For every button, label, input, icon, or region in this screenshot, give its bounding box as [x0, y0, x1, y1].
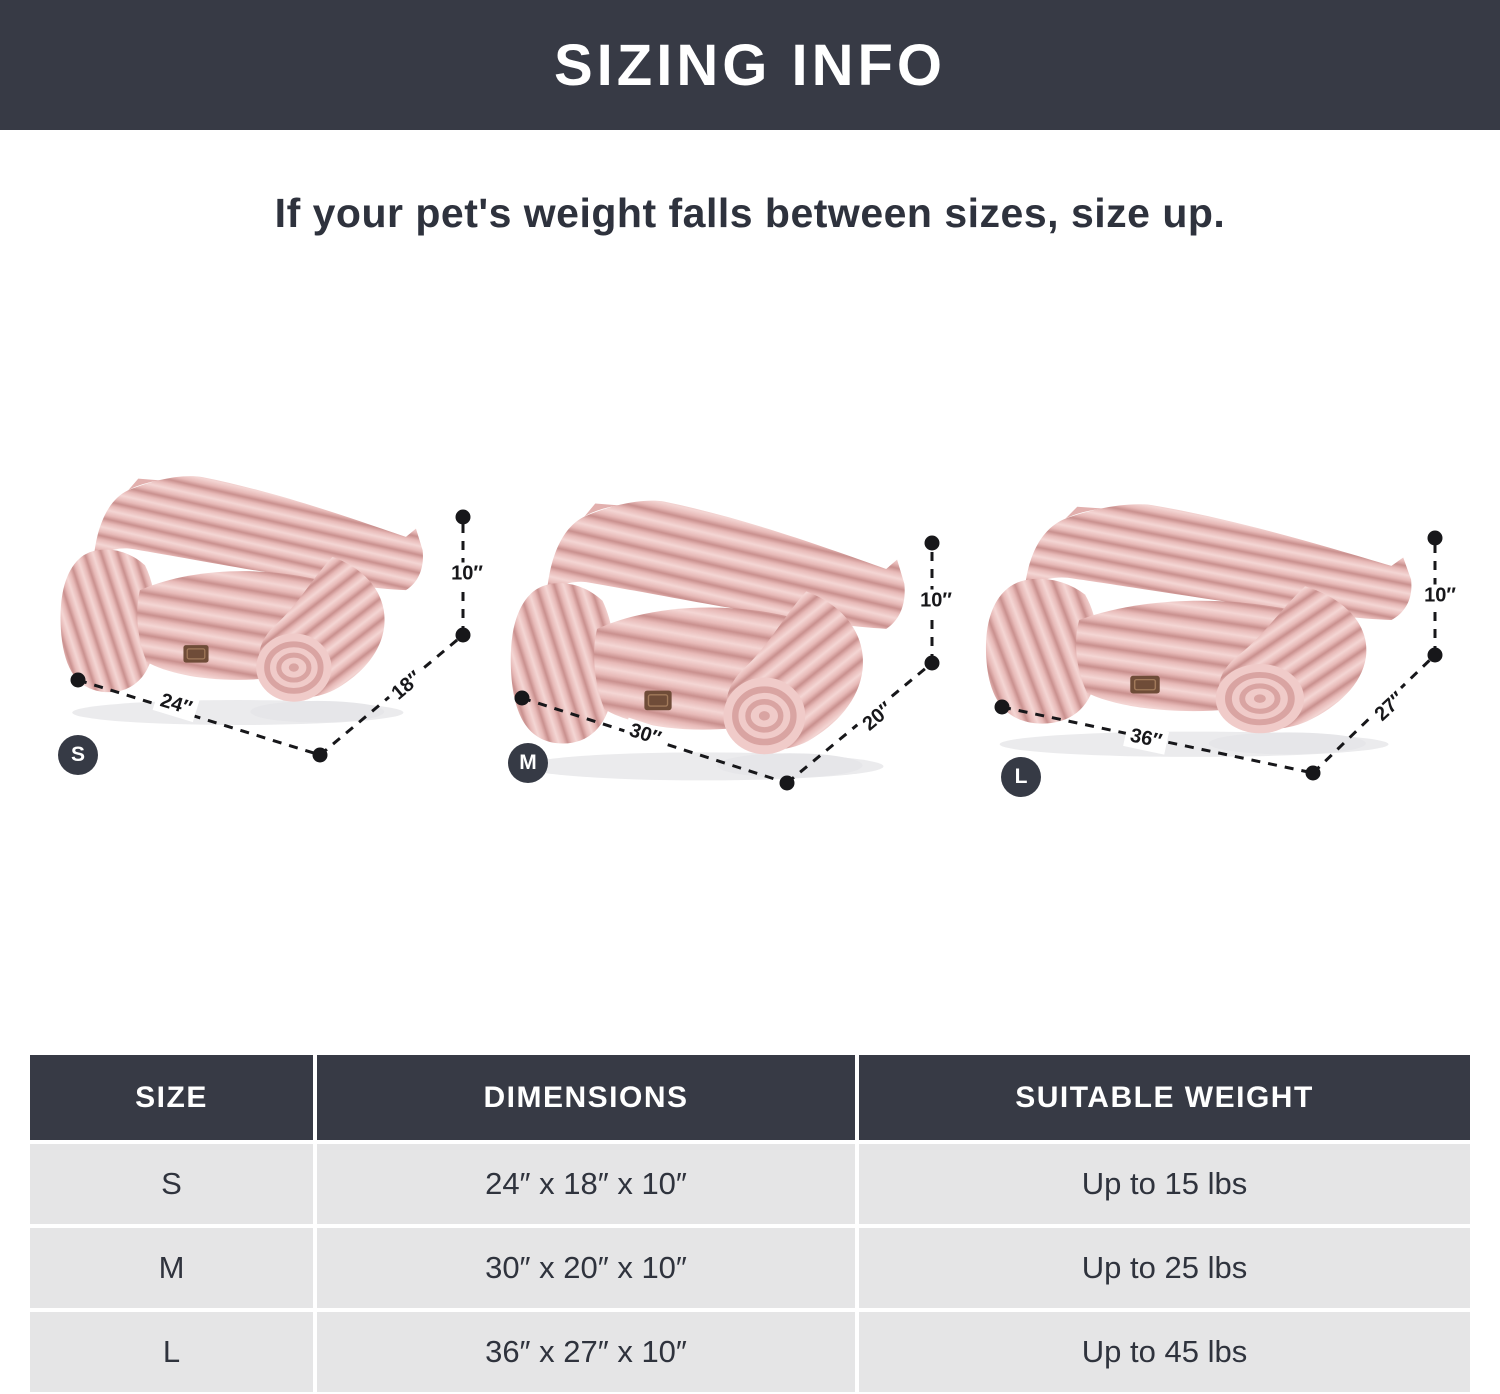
figure-large: 36″ 27″ 10″ L	[980, 470, 1470, 805]
cell-size: S	[30, 1144, 313, 1224]
table-header-row: SIZE DIMENSIONS SUITABLE WEIGHT	[30, 1055, 1470, 1140]
subtitle: If your pet's weight falls between sizes…	[274, 190, 1226, 236]
table-header-dimensions: DIMENSIONS	[317, 1055, 855, 1140]
cell-dimensions: 36″ x 27″ x 10″	[317, 1312, 855, 1392]
cell-size: L	[30, 1312, 313, 1392]
size-badge-m: M	[508, 743, 548, 783]
figure-small: 24″ 18″ 10″ S	[40, 460, 505, 795]
size-badge-l: L	[1001, 757, 1041, 797]
table-header-size: SIZE	[30, 1055, 313, 1140]
dimension-lines	[980, 470, 1470, 805]
height-dimension-label: 10″	[1419, 584, 1461, 608]
table-row: M 30″ x 20″ x 10″ Up to 25 lbs	[30, 1228, 1470, 1308]
pet-bed-illustration-large	[983, 500, 1415, 762]
table-row: S 24″ x 18″ x 10″ Up to 15 lbs	[30, 1144, 1470, 1224]
header-bar: SIZING INFO	[0, 0, 1500, 130]
size-badge-s: S	[58, 735, 98, 775]
dimension-lines	[40, 460, 505, 795]
pet-bed-illustration-small	[58, 472, 426, 730]
height-dimension-label: 10″	[915, 589, 957, 613]
cell-weight: Up to 15 lbs	[859, 1144, 1470, 1224]
figure-medium: 30″ 20″ 10″ M	[500, 470, 970, 805]
sizing-table: SIZE DIMENSIONS SUITABLE WEIGHT S 24″ x 1…	[30, 1055, 1470, 1392]
dimension-lines	[500, 470, 970, 805]
cell-weight: Up to 45 lbs	[859, 1312, 1470, 1392]
table-header-suitable-weight: SUITABLE WEIGHT	[859, 1055, 1470, 1140]
cell-weight: Up to 25 lbs	[859, 1228, 1470, 1308]
page-title: SIZING INFO	[554, 32, 946, 98]
table-row: L 36″ x 27″ x 10″ Up to 45 lbs	[30, 1312, 1470, 1392]
cell-dimensions: 24″ x 18″ x 10″	[317, 1144, 855, 1224]
cell-size: M	[30, 1228, 313, 1308]
height-dimension-label: 10″	[446, 562, 488, 586]
pet-bed-illustration-medium	[508, 496, 908, 786]
cell-dimensions: 30″ x 20″ x 10″	[317, 1228, 855, 1308]
table-body: S 24″ x 18″ x 10″ Up to 15 lbs M 30″ x 20″ x…	[30, 1144, 1470, 1392]
